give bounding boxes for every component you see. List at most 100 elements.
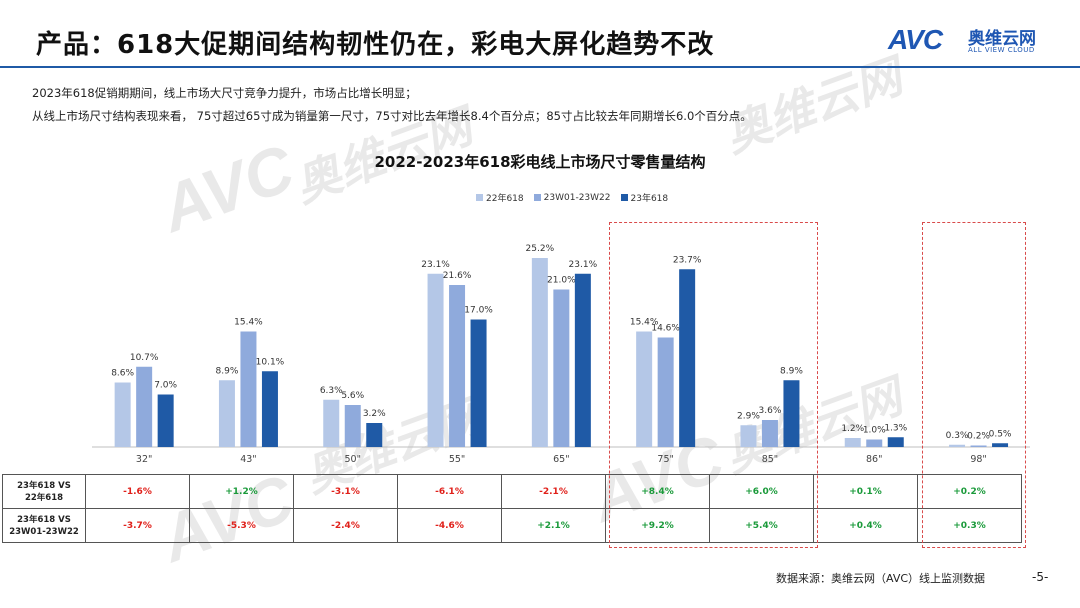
data-label: 25.2% <box>526 244 555 254</box>
table-cell: +0.1% <box>813 474 918 509</box>
table-cell: -5.3% <box>189 508 294 543</box>
bar <box>344 405 361 447</box>
legend-swatch-icon <box>533 194 541 201</box>
avc-logo: AVC 奥维云网 ALL VIEW CLOUD <box>888 24 1063 58</box>
chart-title: 2022-2023年618彩电线上市场尺寸零售量结构 <box>374 153 706 171</box>
bar <box>574 273 591 447</box>
logo-cn-text: 奥维云网 <box>968 29 1036 49</box>
bar <box>553 289 570 447</box>
data-label: 23.1% <box>421 260 450 270</box>
bar <box>449 285 466 447</box>
data-label: 0.3% <box>946 431 969 441</box>
data-label: 0.5% <box>989 429 1012 439</box>
data-label: 7.0% <box>154 381 177 391</box>
table-cell: +1.2% <box>189 474 294 509</box>
highlight-box-75-85 <box>609 222 818 548</box>
logo-mark: AVC <box>888 24 943 55</box>
legend-swatch-icon <box>476 194 483 201</box>
page-number: -5- <box>1032 570 1049 584</box>
data-label: 15.4% <box>630 318 659 328</box>
x-tick-label: 98" <box>970 454 986 465</box>
bar <box>636 331 653 447</box>
comparison-table: 23年618 VS 22年618 -1.6% +1.2% -3.1% -6.1%… <box>2 474 1022 543</box>
table-cell: +0.3% <box>917 508 1022 543</box>
table-cell: -6.1% <box>397 474 502 509</box>
data-label: 14.6% <box>651 324 680 334</box>
table-cell: -2.4% <box>293 508 398 543</box>
bar <box>114 382 131 447</box>
data-label: 8.6% <box>111 369 134 379</box>
data-label: 6.3% <box>320 386 343 396</box>
legend-item: 22年618 <box>476 191 524 204</box>
table-cell: -3.1% <box>293 474 398 509</box>
bar <box>866 439 883 447</box>
row-header: 23年618 VS 23W01-23W22 <box>2 508 86 543</box>
table-cell: -1.6% <box>85 474 190 509</box>
x-tick-label: 65" <box>553 454 569 465</box>
bar <box>844 438 861 447</box>
bar <box>679 269 696 447</box>
row-header-line: 23年618 VS <box>17 480 71 491</box>
data-label: 3.6% <box>759 406 782 416</box>
data-label: 15.4% <box>234 318 263 328</box>
table-cell: +0.4% <box>813 508 918 543</box>
row-header-line: 22年618 <box>24 492 64 503</box>
bar <box>887 437 904 447</box>
table-row: 23年618 VS 22年618 -1.6% +1.2% -3.1% -6.1%… <box>2 474 1022 509</box>
description-line-2: 从线上市场尺寸结构表现来看， 75寸超过65寸成为销量第一尺寸，75寸对比去年增… <box>32 109 752 123</box>
bar <box>470 319 487 447</box>
data-label: 23.7% <box>673 255 702 265</box>
legend-label: 22年618 <box>486 194 524 204</box>
x-tick-label: 43" <box>240 454 256 465</box>
table-cell: -2.1% <box>501 474 606 509</box>
highlight-box-98 <box>922 222 1026 548</box>
bar <box>323 399 340 447</box>
page-title: 产品：618大促期间结构韧性仍在，彩电大屏化趋势不改 <box>36 30 715 60</box>
data-label: 21.0% <box>547 276 576 286</box>
data-label: 17.0% <box>464 306 493 316</box>
bar <box>761 420 778 447</box>
x-tick-label: 86" <box>866 454 882 465</box>
x-tick-label: 55" <box>449 454 465 465</box>
data-label: 1.3% <box>884 423 907 433</box>
bar <box>740 425 757 447</box>
table-cell: +6.0% <box>709 474 814 509</box>
bar <box>157 394 174 447</box>
data-label: 0.2% <box>967 432 990 442</box>
table-cell: +2.1% <box>501 508 606 543</box>
bar <box>531 258 548 447</box>
bar-chart: 8.6% 10.7% 7.0% 32" 8.9% 15.4% 10.1% 43" 6.3%5.6… <box>92 244 1030 465</box>
data-label: 5.6% <box>341 391 364 401</box>
bar <box>783 380 800 447</box>
bar <box>992 443 1009 447</box>
logo-en-text: ALL VIEW CLOUD <box>968 46 1035 54</box>
data-label: 1.2% <box>841 424 864 434</box>
data-source: 数据来源：奥维云网（AVC）线上监测数据 <box>776 572 986 585</box>
bar <box>136 366 153 447</box>
data-label: 2.9% <box>737 411 760 421</box>
bar <box>949 444 966 447</box>
data-label: 3.2% <box>363 409 386 419</box>
table-row: 23年618 VS 23W01-23W22 -3.7% -5.3% -2.4% … <box>2 508 1022 543</box>
data-label: 8.9% <box>216 366 239 376</box>
description-line-1: 2023年618促销期期间，线上市场大尺寸竞争力提升，市场占比增长明显； <box>32 86 417 100</box>
bar <box>427 273 444 447</box>
bar <box>218 380 235 447</box>
data-label: 8.9% <box>780 366 803 376</box>
x-tick-label: 85" <box>762 454 778 465</box>
data-label: 23.1% <box>569 260 598 270</box>
legend-item: 23W01-23W22 <box>533 191 611 204</box>
data-label: 10.1% <box>256 357 285 367</box>
row-header: 23年618 VS 22年618 <box>2 474 86 509</box>
data-label: 10.7% <box>130 353 159 363</box>
bar <box>970 445 987 447</box>
x-tick-label: 75" <box>657 454 673 465</box>
legend-item: 23年618 <box>620 191 668 204</box>
row-header-line: 23W01-23W22 <box>9 526 79 537</box>
table-cell: -4.6% <box>397 508 502 543</box>
table-cell: -3.7% <box>85 508 190 543</box>
table-cell: +0.2% <box>917 474 1022 509</box>
bar <box>657 337 674 447</box>
x-tick-label: 32" <box>136 454 152 465</box>
row-header-line: 23年618 VS <box>17 514 71 525</box>
